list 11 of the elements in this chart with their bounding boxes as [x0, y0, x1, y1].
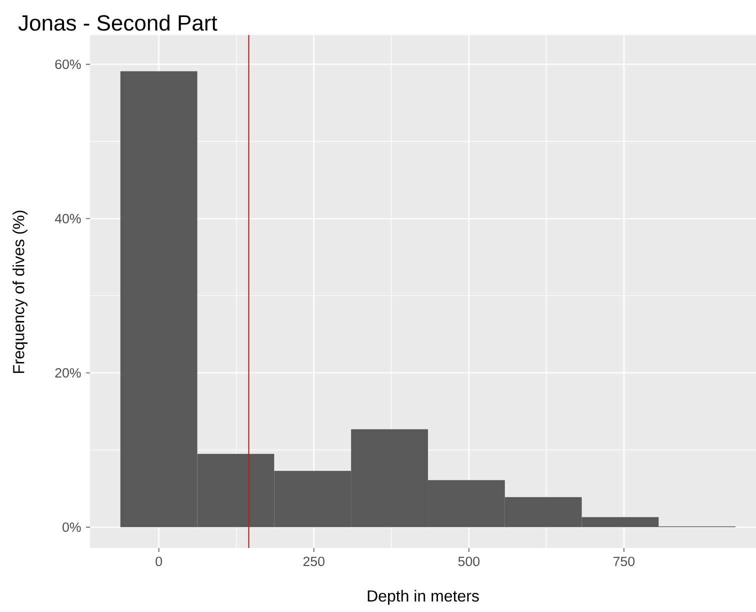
y-tick-label: 40% — [54, 214, 81, 224]
chart-title: Jonas - Second Part — [18, 14, 218, 31]
y-tick-label: 20% — [55, 368, 81, 378]
x-tick-label: 750 — [613, 556, 635, 566]
x-axis-title: Depth in meters — [368, 590, 479, 605]
y-tick-label: 0% — [62, 522, 81, 532]
x-tick-label: 250 — [303, 556, 324, 566]
y-axis-title: Frequency of dives (%) — [12, 210, 28, 373]
y-tick-label: 60% — [55, 60, 81, 70]
x-tick-label: 0 — [156, 556, 162, 566]
x-tick-label: 500 — [458, 556, 480, 566]
